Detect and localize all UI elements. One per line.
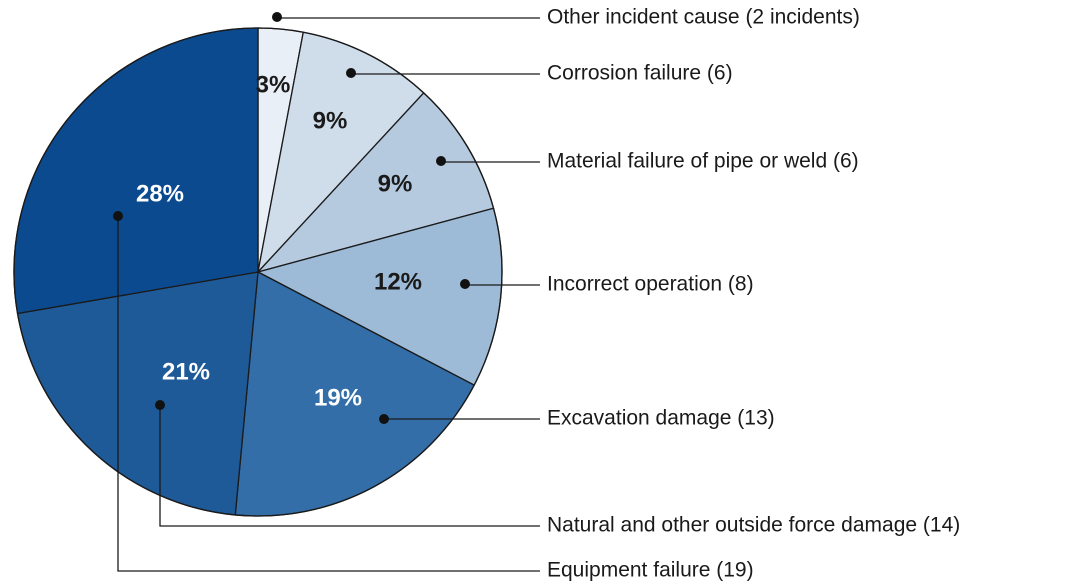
- value-label: 9%: [313, 107, 348, 134]
- value-label: 28%: [136, 180, 184, 207]
- leader-line: [117, 216, 540, 572]
- leader-dot: [272, 12, 282, 22]
- leader-dot: [379, 414, 389, 424]
- category-label: Material failure of pipe or weld (6): [547, 150, 859, 173]
- leader-dot: [113, 211, 123, 221]
- leader-dot: [436, 156, 446, 166]
- category-label: Equipment failure (19): [547, 559, 754, 582]
- pie-outline: [13, 27, 503, 517]
- category-label: Natural and other outside force damage (…: [547, 514, 960, 537]
- category-label: Excavation damage (13): [547, 407, 775, 430]
- category-label: Other incident cause (2 incidents): [547, 6, 860, 29]
- category-label: Corrosion failure (6): [547, 62, 733, 85]
- leader-line: [276, 17, 540, 19]
- pie-slice: [16, 271, 259, 516]
- value-label: 12%: [374, 268, 422, 295]
- pie-slice: [13, 27, 259, 315]
- leader-dot: [155, 400, 165, 410]
- value-label: 21%: [162, 358, 210, 385]
- leader-dot: [346, 68, 356, 78]
- category-label: Incorrect operation (8): [547, 273, 754, 296]
- leader-dot: [460, 279, 470, 289]
- leader-line: [159, 405, 540, 527]
- value-label: 3%: [256, 71, 291, 98]
- value-label: 19%: [314, 384, 362, 411]
- value-label: 9%: [378, 170, 413, 197]
